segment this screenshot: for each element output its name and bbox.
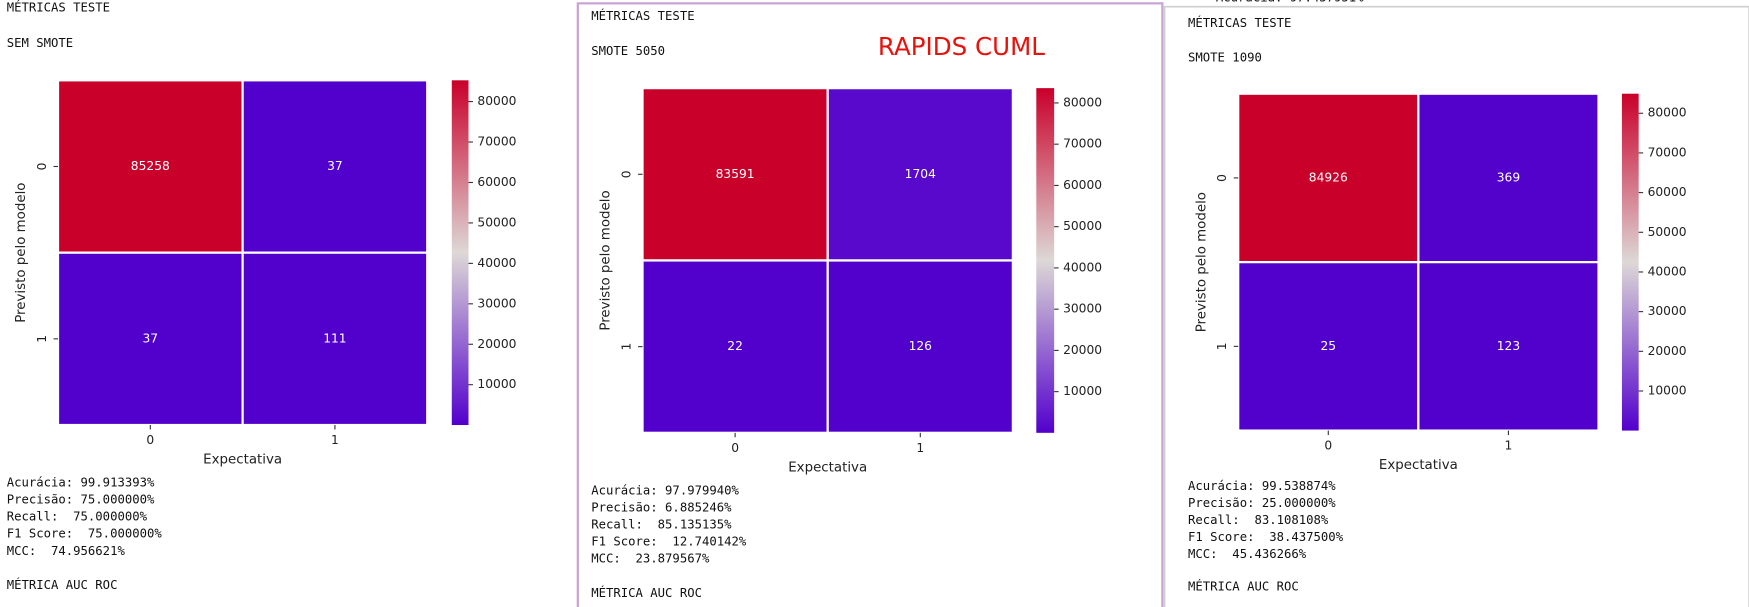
metric-line: Acurácia: 99.913393% [7, 476, 155, 490]
metric-line: MCC: 23.879567% [591, 552, 710, 566]
colorbar-tick-label: 30000 [477, 296, 516, 310]
y-tick-label: 0 [619, 170, 633, 178]
heatmap-cell [641, 259, 829, 434]
colorbar-tick-label: 50000 [1648, 225, 1687, 239]
x-tick-label: 0 [731, 441, 739, 455]
heatmap-cell [241, 251, 429, 427]
cell-label: 37 [327, 159, 343, 173]
metric-line: MCC: 45.436266% [1188, 547, 1307, 561]
cell-label: 22 [727, 339, 743, 353]
colorbar-tick-label: 40000 [1648, 264, 1687, 278]
colorbar-tick-label: 60000 [1063, 178, 1102, 192]
heatmap-cell [641, 87, 829, 262]
colorbar-tick-label: 60000 [477, 175, 516, 189]
x-tick-label: 0 [146, 433, 154, 447]
panel-subtitle: SMOTE 5050 [591, 44, 665, 58]
cell-label: 83591 [716, 167, 755, 181]
x-axis-label: Expectativa [788, 460, 867, 475]
panel-footer: MÉTRICA AUC ROC [1188, 578, 1299, 593]
colorbar-tick-label: 60000 [1648, 185, 1687, 199]
x-axis-label: Expectativa [1379, 458, 1458, 473]
colorbar-tick-label: 50000 [477, 215, 516, 229]
colorbar [451, 80, 469, 426]
metric-line: F1 Score: 12.740142% [591, 535, 747, 549]
x-tick-label: 1 [916, 441, 924, 455]
metric-line: F1 Score: 75.000000% [7, 527, 163, 541]
x-axis-label: Expectativa [203, 453, 282, 468]
cell-label: 123 [1497, 339, 1520, 353]
metric-line: Acurácia: 99.538874% [1188, 479, 1336, 493]
cell-label: 84926 [1309, 170, 1348, 184]
x-tick-label: 1 [1505, 439, 1513, 453]
colorbar-tick-label: 20000 [1648, 344, 1687, 358]
colorbar-tick-label: 40000 [1063, 260, 1102, 274]
panel-subtitle: SEM SMOTE [7, 36, 73, 50]
content: Acurácia: 97.457951% RAPIDS CUML MÉTRICA… [7, 0, 1749, 607]
colorbar-tick-label: 80000 [1063, 95, 1102, 109]
colorbar-tick-label: 80000 [477, 94, 516, 108]
panel-border [576, 2, 1164, 607]
panel-subtitle: SMOTE 1090 [1188, 51, 1262, 65]
colorbar-tick-label: 10000 [1063, 384, 1102, 398]
colorbar-tick-label: 20000 [477, 337, 516, 351]
cell-label: 85258 [131, 159, 170, 173]
metric-line: Recall: 75.000000% [7, 510, 148, 524]
metric-line: Acurácia: 97.979940% [591, 483, 739, 497]
heatmap-cell [1237, 92, 1420, 264]
metric-line: Precisão: 75.000000% [7, 493, 155, 507]
colorbar-tick-label: 10000 [1648, 384, 1687, 398]
y-tick-label: 0 [1215, 174, 1229, 182]
heatmap-cell [1417, 92, 1600, 264]
colorbar [1621, 93, 1639, 431]
cell-label: 111 [323, 331, 346, 345]
cell-label: 37 [143, 331, 159, 345]
metric-line: MCC: 74.956621% [7, 544, 126, 558]
colorbar-tick-label: 50000 [1063, 219, 1102, 233]
cell-label: 369 [1497, 170, 1520, 184]
heatmap-cell [826, 259, 1014, 434]
panel-footer: MÉTRICA AUC ROC [591, 585, 702, 600]
colorbar-tick-label: 70000 [1063, 137, 1102, 151]
y-tick-label: 1 [1215, 342, 1229, 350]
cell-label: 25 [1320, 339, 1336, 353]
y-tick-label: 1 [35, 335, 49, 343]
metric-line: Recall: 83.108108% [1188, 513, 1329, 527]
colorbar-tick-label: 70000 [477, 135, 516, 149]
colorbar-tick-label: 10000 [477, 377, 516, 391]
colorbar-tick-label: 80000 [1648, 106, 1687, 120]
colorbar-tick-label: 70000 [1648, 145, 1687, 159]
cell-label: 1704 [905, 167, 936, 181]
heatmap-cell [826, 87, 1014, 262]
colorbar-tick-label: 30000 [1063, 302, 1102, 316]
overflow-text: Acurácia: 97.457951% [1216, 0, 1364, 4]
metric-line: Precisão: 6.885246% [591, 500, 732, 514]
metric-line: F1 Score: 38.437500% [1188, 530, 1344, 544]
colorbar-tick-label: 20000 [1063, 343, 1102, 357]
y-tick-label: 1 [619, 343, 633, 351]
y-axis-label: Previsto pelo modelo [14, 183, 29, 323]
cell-label: 126 [909, 339, 933, 353]
annotation: RAPIDS CUML [878, 32, 1045, 61]
panel-footer: MÉTRICA AUC ROC [7, 577, 118, 592]
metric-line: Precisão: 25.000000% [1188, 496, 1336, 510]
y-axis-label: Previsto pelo modelo [1194, 192, 1209, 332]
heatmap-cell [1417, 261, 1600, 432]
colorbar [1036, 88, 1055, 433]
y-tick-label: 0 [35, 163, 49, 171]
metric-line: Recall: 85.135135% [591, 517, 732, 531]
colorbar-tick-label: 30000 [1648, 304, 1687, 318]
colorbar-tick-label: 40000 [477, 256, 516, 270]
panel-border [1163, 5, 1749, 607]
panel-title: MÉTRICAS TESTE [7, 0, 110, 14]
y-axis-label: Previsto pelo modelo [599, 190, 614, 330]
x-tick-label: 1 [331, 433, 339, 447]
panel-title: MÉTRICAS TESTE [1188, 15, 1291, 30]
panel-title: MÉTRICAS TESTE [591, 8, 694, 23]
x-tick-label: 0 [1324, 439, 1332, 453]
